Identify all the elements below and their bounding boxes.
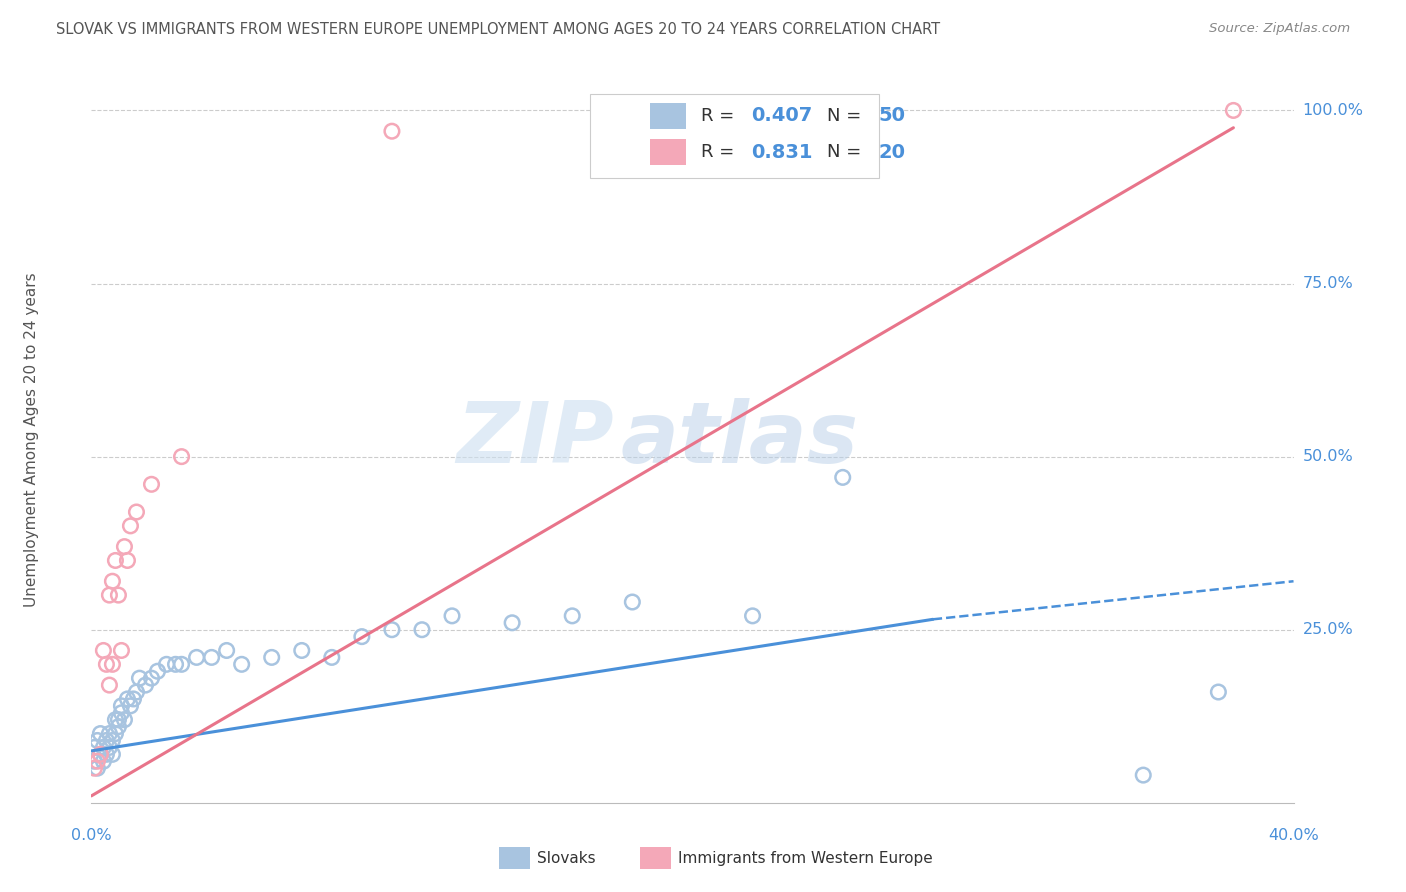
Text: Source: ZipAtlas.com: Source: ZipAtlas.com: [1209, 22, 1350, 36]
Text: 0.831: 0.831: [751, 143, 813, 161]
Point: [141, 671, 163, 685]
Point: [96, 657, 118, 672]
Point: [93, 643, 115, 657]
Point: [107, 588, 129, 602]
Point: [89, 747, 111, 762]
Point: [134, 678, 156, 692]
Point: [86, 761, 108, 775]
Point: [104, 713, 127, 727]
Point: [83, 740, 105, 755]
Text: 25.0%: 25.0%: [1302, 623, 1354, 637]
Point: [165, 657, 187, 672]
Point: [101, 574, 124, 589]
Point: [260, 650, 283, 665]
Point: [117, 553, 139, 567]
Point: [98, 678, 121, 692]
Point: [110, 706, 132, 720]
Text: N =: N =: [827, 143, 868, 161]
Point: [561, 608, 583, 623]
Point: [104, 553, 127, 567]
Point: [125, 505, 148, 519]
Point: [215, 643, 238, 657]
Point: [117, 692, 139, 706]
Point: [83, 754, 105, 768]
Point: [101, 657, 124, 672]
Point: [831, 470, 853, 484]
Point: [93, 740, 115, 755]
Point: [411, 623, 433, 637]
Point: [350, 630, 373, 644]
Point: [381, 124, 404, 138]
Point: [93, 754, 115, 768]
Point: [146, 665, 169, 679]
Point: [104, 726, 127, 740]
Point: [122, 692, 145, 706]
Text: 40.0%: 40.0%: [1268, 829, 1319, 843]
Text: 0.407: 0.407: [751, 106, 813, 125]
Text: 20: 20: [879, 143, 905, 161]
Point: [98, 588, 121, 602]
Point: [125, 685, 148, 699]
Point: [96, 733, 118, 747]
Text: 100.0%: 100.0%: [1302, 103, 1364, 118]
Text: Immigrants from Western Europe: Immigrants from Western Europe: [678, 851, 932, 865]
Point: [120, 698, 142, 713]
Point: [114, 713, 136, 727]
Point: [201, 650, 224, 665]
Point: [186, 650, 208, 665]
Point: [110, 643, 132, 657]
Point: [141, 477, 163, 491]
Point: [128, 671, 150, 685]
Point: [89, 726, 111, 740]
Point: [170, 657, 193, 672]
Point: [231, 657, 253, 672]
Text: atlas: atlas: [620, 398, 859, 481]
Point: [96, 747, 118, 762]
Point: [291, 643, 314, 657]
Point: [1208, 685, 1230, 699]
Point: [501, 615, 523, 630]
Point: [155, 657, 177, 672]
Point: [114, 540, 136, 554]
Point: [170, 450, 193, 464]
Point: [741, 608, 763, 623]
Point: [321, 650, 343, 665]
Point: [98, 726, 121, 740]
Text: 75.0%: 75.0%: [1302, 276, 1354, 291]
Text: ZIP: ZIP: [457, 398, 614, 481]
Point: [381, 623, 404, 637]
Text: SLOVAK VS IMMIGRANTS FROM WESTERN EUROPE UNEMPLOYMENT AMONG AGES 20 TO 24 YEARS : SLOVAK VS IMMIGRANTS FROM WESTERN EUROPE…: [56, 22, 941, 37]
Text: Unemployment Among Ages 20 to 24 years: Unemployment Among Ages 20 to 24 years: [24, 272, 39, 607]
Point: [101, 747, 124, 762]
Point: [83, 761, 105, 775]
Text: N =: N =: [827, 107, 868, 125]
Point: [107, 713, 129, 727]
Text: R =: R =: [700, 107, 740, 125]
Point: [1132, 768, 1154, 782]
Text: 50.0%: 50.0%: [1302, 449, 1354, 464]
Point: [440, 608, 463, 623]
Point: [101, 733, 124, 747]
Point: [89, 747, 111, 762]
Bar: [651, 103, 686, 128]
Point: [120, 519, 142, 533]
Text: 0.0%: 0.0%: [72, 829, 111, 843]
Point: [98, 740, 121, 755]
Point: [110, 698, 132, 713]
Point: [621, 595, 644, 609]
Text: R =: R =: [700, 143, 745, 161]
Point: [86, 733, 108, 747]
Point: [86, 754, 108, 768]
Bar: [651, 139, 686, 165]
Text: 50: 50: [879, 106, 905, 125]
Bar: [591, 94, 879, 178]
Point: [1222, 103, 1244, 118]
Point: [107, 720, 129, 734]
Text: Slovaks: Slovaks: [537, 851, 596, 865]
